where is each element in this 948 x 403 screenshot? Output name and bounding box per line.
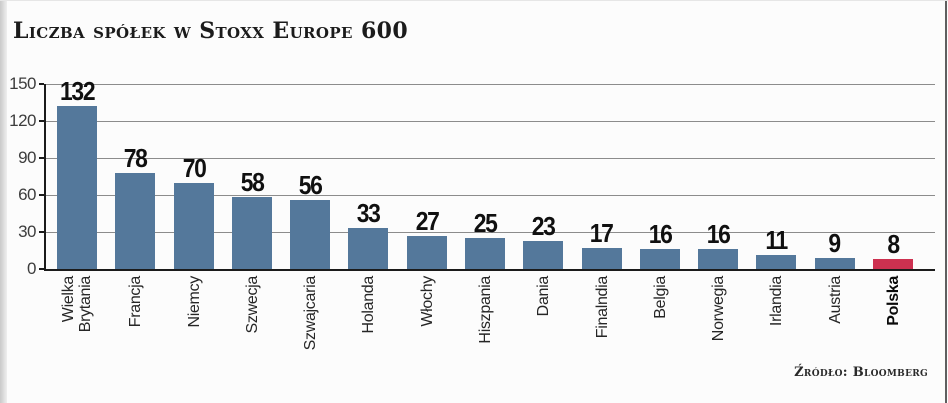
bar bbox=[290, 199, 331, 269]
bar-slot: 132 bbox=[48, 78, 106, 269]
y-axis-tick bbox=[39, 120, 44, 122]
bar-value-label: 16 bbox=[648, 219, 672, 250]
bar bbox=[115, 172, 156, 269]
x-axis-label: Włochy bbox=[418, 276, 436, 327]
y-axis-line bbox=[44, 84, 46, 269]
x-axis-cell: Norwegia bbox=[689, 273, 747, 393]
bar-value-label: 78 bbox=[123, 142, 148, 173]
bar bbox=[523, 240, 564, 269]
bar bbox=[639, 249, 680, 269]
page-right-rule bbox=[945, 1, 947, 403]
x-axis-label: Niemcy bbox=[185, 276, 203, 328]
x-axis-label: Holanda bbox=[359, 276, 377, 334]
y-axis-tick-label: 150 bbox=[9, 74, 36, 93]
bar-value-label: 33 bbox=[357, 198, 381, 229]
bar bbox=[231, 197, 272, 269]
x-axis-labels: Wielka Brytania Francja Niemcy Szwecja Szwaj… bbox=[48, 273, 922, 393]
x-axis-cell: Finalndia bbox=[572, 273, 630, 393]
chart-title: Liczba spółek w Stoxx Europe 600 bbox=[13, 18, 409, 44]
bar-slot: 58 bbox=[223, 84, 281, 269]
bar-slot: 23 bbox=[514, 84, 572, 269]
gridline bbox=[44, 158, 935, 159]
bar-value-label: 17 bbox=[590, 218, 614, 249]
x-axis-label: Francja bbox=[126, 276, 144, 328]
x-axis-label: Szwecja bbox=[243, 276, 261, 334]
bar bbox=[406, 235, 447, 269]
bar-value-label: 8 bbox=[887, 229, 900, 260]
y-axis-tick-label: 30 bbox=[18, 222, 36, 241]
bar bbox=[756, 255, 797, 269]
bar-slot: 70 bbox=[165, 84, 223, 269]
gridline bbox=[44, 84, 935, 85]
bar-slot: 16 bbox=[689, 84, 747, 269]
bar bbox=[173, 182, 214, 269]
bar bbox=[464, 238, 505, 269]
bar-value-label: 70 bbox=[182, 152, 206, 183]
bar-value-label: 9 bbox=[828, 227, 842, 258]
bar-slot: 17 bbox=[572, 84, 630, 269]
bar bbox=[348, 228, 389, 269]
x-axis-line bbox=[44, 269, 935, 271]
bar bbox=[814, 257, 855, 269]
x-axis-label: Finalndia bbox=[593, 276, 611, 339]
y-axis-tick-label: 60 bbox=[18, 185, 36, 204]
bar-value-label: 56 bbox=[298, 169, 323, 200]
gridline bbox=[44, 121, 935, 122]
bar-slot: 56 bbox=[281, 84, 339, 269]
bar-slot: 33 bbox=[339, 84, 397, 269]
x-axis-cell: Belgia bbox=[631, 273, 689, 393]
bar-value-label: 16 bbox=[706, 219, 731, 250]
y-axis-tick-label: 120 bbox=[9, 111, 36, 130]
x-axis-label: Norwegia bbox=[709, 276, 727, 342]
bar-value-label: 58 bbox=[240, 167, 265, 198]
source-credit: Źródło: Bloomberg bbox=[794, 365, 928, 380]
bar-slot: 16 bbox=[631, 84, 689, 269]
x-axis-cell: Holanda bbox=[339, 273, 397, 393]
x-axis-label: Szwajcaria bbox=[301, 276, 319, 351]
x-axis-cell: Szwajcaria bbox=[281, 273, 339, 393]
bar-slot: 11 bbox=[747, 84, 805, 269]
bars-container: 132 78 70 58 56 33 27 25 23 17 16 16 11 9 8 bbox=[48, 78, 922, 269]
bar-value-label: 11 bbox=[765, 225, 789, 256]
bar-slot: 9 bbox=[805, 84, 863, 269]
x-axis-cell: Wielka Brytania bbox=[48, 273, 106, 393]
bar-highlight bbox=[872, 259, 913, 269]
bar bbox=[581, 248, 622, 269]
y-axis-tick-label: 90 bbox=[18, 148, 36, 167]
bar-slot: 27 bbox=[398, 84, 456, 269]
x-axis-cell: Dania bbox=[514, 273, 572, 393]
plot-area: 132 78 70 58 56 33 27 25 23 17 16 16 11 9 8 bbox=[44, 78, 935, 271]
x-axis-cell: Niemcy bbox=[165, 273, 223, 393]
x-axis-label: Belgia bbox=[651, 276, 669, 319]
x-axis-label: Dania bbox=[534, 276, 552, 317]
bar-value-label: 27 bbox=[415, 205, 439, 236]
page-left-edge bbox=[0, 1, 7, 403]
bar-value-label: 132 bbox=[60, 76, 96, 107]
bar bbox=[698, 249, 739, 269]
gridline bbox=[44, 232, 935, 233]
y-axis: 0 30 60 90 120 150 bbox=[0, 75, 44, 278]
y-axis-tick bbox=[39, 83, 44, 85]
x-axis-label: Wielka Brytania bbox=[60, 276, 95, 333]
x-axis-cell: Francja bbox=[106, 273, 164, 393]
x-axis-cell: Szwecja bbox=[223, 273, 281, 393]
x-axis-label: Hiszpania bbox=[476, 276, 494, 344]
bar-slot: 25 bbox=[456, 84, 514, 269]
gridline bbox=[44, 195, 935, 196]
bar bbox=[57, 106, 98, 269]
bar-value-label: 25 bbox=[473, 208, 498, 239]
y-axis-tick bbox=[39, 268, 44, 270]
y-axis-tick bbox=[39, 231, 44, 233]
bar-value-label: 23 bbox=[531, 210, 556, 241]
x-axis-cell: Włochy bbox=[398, 273, 456, 393]
y-axis-tick bbox=[39, 157, 44, 159]
bar-slot: 8 bbox=[864, 84, 922, 269]
x-axis-cell: Hiszpania bbox=[456, 273, 514, 393]
y-axis-tick-label: 0 bbox=[27, 259, 36, 278]
y-axis-tick bbox=[39, 194, 44, 196]
bar-slot: 78 bbox=[106, 84, 164, 269]
